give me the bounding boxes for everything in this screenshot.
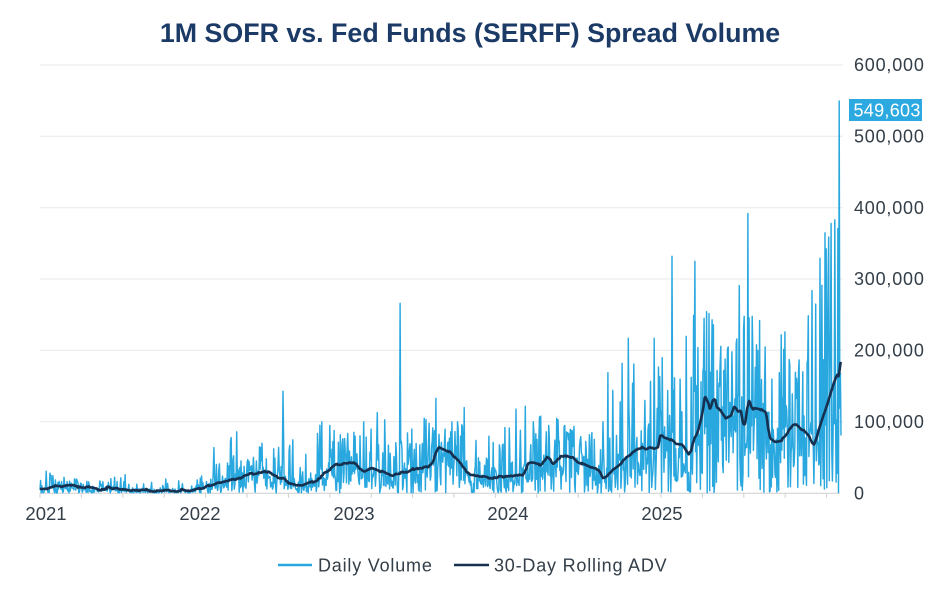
- svg-text:0: 0: [854, 484, 864, 504]
- svg-text:600,000: 600,000: [854, 55, 925, 75]
- svg-text:1M SOFR vs. Fed Funds (SERFF): 1M SOFR vs. Fed Funds (SERFF) Spread Vol…: [160, 18, 780, 48]
- svg-text:30-Day Rolling ADV: 30-Day Rolling ADV: [494, 556, 667, 576]
- svg-text:2021: 2021: [25, 503, 66, 524]
- svg-text:400,000: 400,000: [854, 198, 925, 218]
- svg-text:2023: 2023: [333, 503, 374, 524]
- svg-text:200,000: 200,000: [854, 341, 925, 361]
- svg-text:2022: 2022: [179, 503, 220, 524]
- svg-text:Daily Volume: Daily Volume: [318, 556, 433, 576]
- svg-text:549,603: 549,603: [854, 101, 921, 121]
- svg-text:500,000: 500,000: [854, 127, 925, 147]
- svg-text:2024: 2024: [487, 503, 528, 524]
- svg-text:100,000: 100,000: [854, 412, 925, 432]
- svg-text:2025: 2025: [641, 503, 682, 524]
- svg-text:300,000: 300,000: [854, 269, 925, 289]
